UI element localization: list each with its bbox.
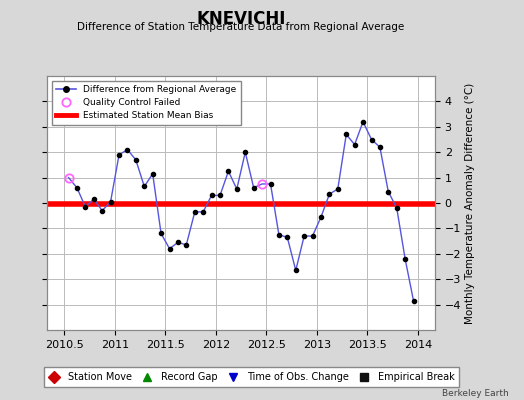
Legend: Station Move, Record Gap, Time of Obs. Change, Empirical Break: Station Move, Record Gap, Time of Obs. C… xyxy=(43,367,460,387)
Text: KNEVICHI: KNEVICHI xyxy=(196,10,286,28)
Y-axis label: Monthly Temperature Anomaly Difference (°C): Monthly Temperature Anomaly Difference (… xyxy=(465,82,475,324)
Text: Difference of Station Temperature Data from Regional Average: Difference of Station Temperature Data f… xyxy=(78,22,405,32)
Text: Berkeley Earth: Berkeley Earth xyxy=(442,389,508,398)
Legend: Difference from Regional Average, Quality Control Failed, Estimated Station Mean: Difference from Regional Average, Qualit… xyxy=(52,80,241,125)
